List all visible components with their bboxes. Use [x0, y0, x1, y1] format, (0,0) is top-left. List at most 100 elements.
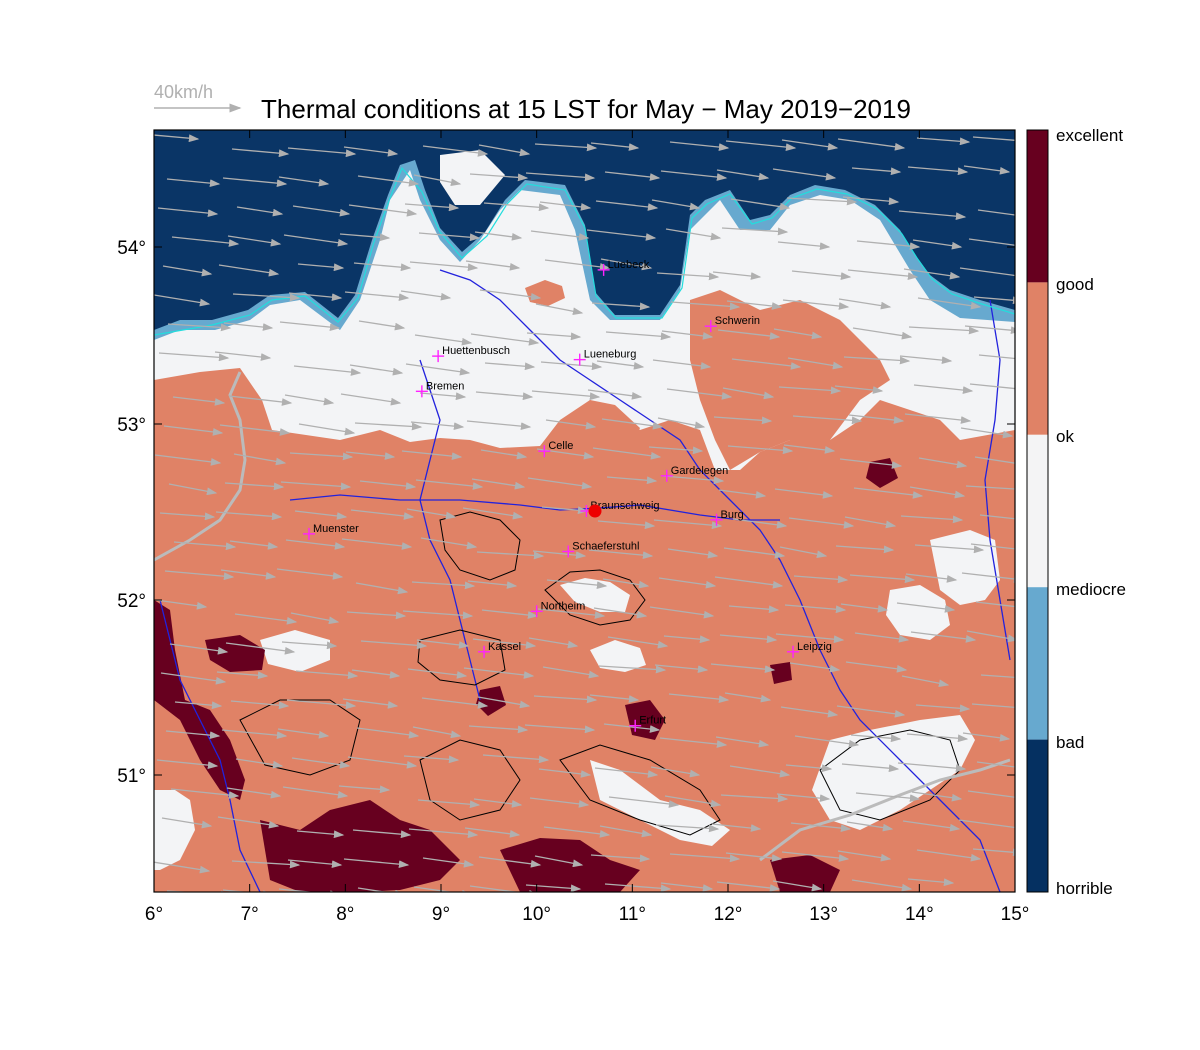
excellent-leipzig [770, 662, 792, 684]
city-label: Erfurt [639, 715, 666, 727]
city-label: Bremen [426, 380, 465, 392]
wind-arrow [288, 292, 343, 302]
wind-arrow [792, 415, 863, 425]
wind-arrow [353, 262, 412, 272]
wind-arrow [227, 235, 282, 247]
wind-arrow [412, 726, 462, 739]
wind-arrow [961, 572, 1015, 583]
wind-arrow [845, 661, 908, 673]
wind-arrow [155, 599, 208, 610]
colorbar-band [1027, 282, 1048, 435]
wind-arrow [219, 424, 291, 436]
river-rhine [159, 599, 261, 892]
wind-arrow [713, 416, 773, 425]
city-marker: Muenster [302, 523, 359, 540]
wind-arrow [838, 298, 892, 310]
wind-arrow [962, 732, 1011, 742]
wind-arrow [404, 203, 460, 212]
wind-arrow [732, 518, 788, 529]
wind-arrow [169, 643, 229, 655]
city-label: Huettenbusch [442, 345, 510, 357]
wind-arrow [853, 487, 924, 499]
wind-arrow [670, 301, 741, 311]
wind-arrow [910, 631, 977, 643]
wind-arrow [851, 167, 902, 176]
wind-arrow [407, 668, 468, 679]
excellent-east [866, 458, 898, 488]
wind-arrow [360, 640, 428, 650]
wind-arrow [223, 322, 274, 331]
wind-arrow [462, 507, 524, 520]
horrible-sea [154, 130, 1015, 330]
wind-arrow [228, 395, 293, 406]
wind-arrow [790, 822, 852, 832]
river-oder [984, 299, 1011, 661]
wind-arrow [600, 258, 653, 271]
wind-arrow [965, 485, 1015, 490]
colorbar-label: good [1056, 275, 1094, 294]
city-marker: Bremen [415, 380, 465, 398]
wind-arrow [422, 857, 475, 868]
wind-arrow [355, 582, 409, 595]
wind-arrow [786, 197, 858, 206]
wind-arrow [218, 264, 280, 277]
colorbar-frame [1026, 129, 1049, 893]
wind-arrow [421, 697, 489, 709]
wind-arrow [171, 236, 240, 247]
wind-arrow [664, 795, 722, 808]
map-frame [153, 129, 1016, 893]
wind-arrows [154, 134, 1015, 892]
wind-arrow [605, 331, 672, 341]
wind-arrow [476, 551, 545, 560]
wind-arrow [908, 326, 980, 335]
wind-arrow [289, 452, 354, 461]
wind-arrow [287, 859, 343, 869]
wind-arrow [529, 797, 590, 808]
wind-arrow [468, 725, 529, 734]
wind-arrow [599, 825, 653, 838]
border-grey-south [759, 758, 1011, 862]
wind-arrow [837, 138, 906, 151]
wind-arrow [902, 820, 961, 832]
wind-arrow [477, 696, 531, 709]
wind-arrow [525, 172, 596, 182]
wind-arrow [593, 607, 648, 619]
wind-arrow [541, 506, 589, 515]
mediocre-leipzig [886, 585, 950, 640]
wind-arrow [772, 880, 823, 892]
wind-arrow [406, 508, 457, 520]
wind-arrow [236, 206, 284, 217]
wind-arrow [776, 793, 831, 803]
wind-arrow [422, 145, 489, 157]
wind-arrow [773, 328, 823, 340]
wind-arrow [224, 482, 285, 491]
lon-tick-label: 9° [432, 904, 450, 925]
wind-arrow [414, 334, 473, 346]
wind-reference: 40km/h [154, 82, 242, 113]
wind-arrow [280, 481, 352, 491]
wind-arrow [916, 137, 971, 146]
wind-arrow [283, 234, 349, 247]
wind-arrow [726, 300, 783, 310]
wind-arrow [601, 418, 664, 430]
wind-arrow [358, 320, 406, 331]
wind-arrow [772, 168, 837, 181]
wind-arrow [528, 637, 579, 649]
wind-arrow [400, 290, 452, 301]
wind-arrow [234, 613, 298, 625]
wind-arrow [849, 574, 916, 584]
wind-arrow [841, 763, 900, 773]
wind-arrow [545, 419, 597, 430]
wind-arrow [964, 325, 1015, 335]
wind-arrow [909, 486, 966, 499]
wind-arrow [343, 146, 399, 157]
city-label: Schaeferstuhl [572, 540, 639, 552]
wind-arrow [669, 853, 741, 863]
wind-arrow [416, 639, 470, 649]
wind-arrow [231, 148, 290, 158]
river-elbe [439, 269, 1001, 892]
wind-arrow [278, 176, 330, 187]
wind-arrow [591, 302, 651, 311]
longitude-ticks: 6° 7° 8° 9° 10° 11° 12° 13° 14° 15° [145, 130, 1029, 925]
